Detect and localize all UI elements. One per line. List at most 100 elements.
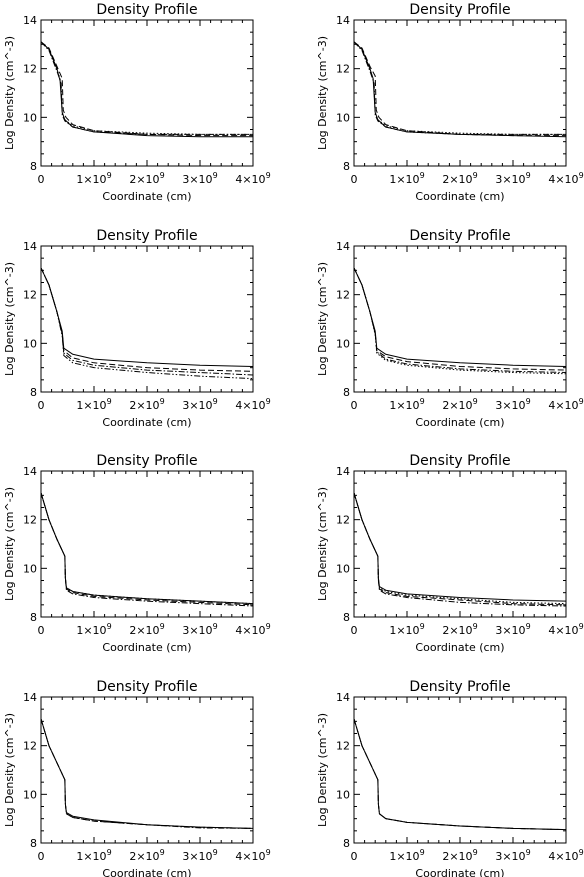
x-axis-label: Coordinate (cm) [102, 190, 191, 203]
y-tick-label: 8 [343, 386, 350, 399]
density-series-3 [40, 718, 254, 829]
x-tick-exponent: 9 [107, 171, 112, 180]
x-tick-exponent: 9 [160, 848, 165, 857]
y-tick-label: 10 [23, 562, 37, 575]
x-tick-label: 4×109 [235, 622, 270, 637]
x-tick-label: 0 [38, 624, 45, 637]
y-tick-label: 10 [336, 562, 350, 575]
chart-title: Density Profile [96, 2, 197, 18]
x-tick-label: 1×109 [76, 848, 111, 863]
density-panel-6: Density Profile Log Density (cm^-3) Coordi… [316, 453, 584, 654]
x-tick-label: 1×109 [389, 622, 424, 637]
density-series-4 [40, 267, 254, 380]
plot-frame [353, 470, 567, 618]
y-axis-label: Log Density (cm^-3) [316, 713, 329, 827]
density-series-3 [353, 718, 567, 831]
density-panel-8: Density Profile Log Density (cm^-3) Coordi… [316, 679, 584, 877]
density-series-3 [353, 41, 566, 135]
x-tick-label: 1×109 [389, 171, 424, 186]
chart-title: Density Profile [409, 228, 510, 244]
x-tick-label: 3×109 [495, 397, 530, 412]
density-series-1 [353, 718, 567, 831]
y-tick-label: 14 [23, 691, 37, 704]
x-tick-label: 2×109 [129, 397, 164, 412]
density-series-2 [40, 718, 254, 829]
x-tick-label: 1×109 [76, 171, 111, 186]
x-tick-label: 0 [38, 850, 45, 863]
density-series-4 [353, 267, 567, 375]
y-axis-label: Log Density (cm^-3) [3, 262, 16, 376]
x-tick-label: 4×109 [548, 397, 583, 412]
x-tick-label: 2×109 [442, 171, 477, 186]
y-tick-label: 8 [30, 837, 37, 850]
x-tick-exponent: 9 [526, 848, 531, 857]
x-tick-exponent: 9 [266, 397, 271, 406]
density-series-1 [353, 41, 567, 138]
y-tick-label: 8 [30, 386, 37, 399]
y-tick-label: 14 [336, 14, 350, 27]
y-tick-label: 10 [336, 788, 350, 801]
x-tick-label: 0 [351, 624, 358, 637]
plot-frame [40, 19, 254, 167]
x-tick-exponent: 9 [420, 622, 425, 631]
x-axis-label: Coordinate (cm) [415, 416, 504, 429]
x-tick-exponent: 9 [526, 397, 531, 406]
density-panel-1: Density Profile Log Density (cm^-3) Coordi… [3, 2, 271, 203]
y-tick-label: 14 [23, 240, 37, 253]
y-axis-label: Log Density (cm^-3) [316, 487, 329, 601]
x-tick-exponent: 9 [107, 622, 112, 631]
density-series-1 [353, 492, 567, 602]
x-tick-label: 4×109 [235, 397, 270, 412]
chart-title: Density Profile [96, 228, 197, 244]
x-tick-label: 3×109 [182, 397, 217, 412]
plot-frame [40, 470, 254, 618]
x-axis-label: Coordinate (cm) [415, 190, 504, 203]
x-tick-label: 3×109 [182, 622, 217, 637]
density-series-2 [40, 492, 254, 606]
plot-frame [353, 19, 567, 167]
density-series-1 [40, 267, 254, 367]
x-tick-label: 4×109 [235, 171, 270, 186]
x-tick-label: 0 [351, 399, 358, 412]
density-series-2 [40, 41, 253, 137]
x-tick-label: 0 [351, 173, 358, 186]
y-tick-label: 12 [23, 63, 37, 76]
y-axis-label: Log Density (cm^-3) [3, 487, 16, 601]
y-axis-label: Log Density (cm^-3) [3, 713, 16, 827]
y-axis-label: Log Density (cm^-3) [316, 262, 329, 376]
x-tick-label: 1×109 [389, 848, 424, 863]
y-tick-label: 10 [23, 337, 37, 350]
x-axis-label: Coordinate (cm) [415, 641, 504, 654]
x-tick-exponent: 9 [266, 848, 271, 857]
x-tick-exponent: 9 [213, 397, 218, 406]
density-series-2 [353, 492, 567, 606]
x-tick-label: 0 [38, 173, 45, 186]
x-tick-label: 3×109 [182, 171, 217, 186]
y-tick-label: 14 [336, 240, 350, 253]
x-tick-label: 3×109 [495, 171, 530, 186]
y-tick-label: 8 [30, 611, 37, 624]
density-panel-7: Density Profile Log Density (cm^-3) Coordi… [3, 679, 271, 877]
x-tick-label: 4×109 [548, 171, 583, 186]
x-tick-exponent: 9 [420, 171, 425, 180]
x-tick-label: 3×109 [495, 622, 530, 637]
x-tick-exponent: 9 [213, 848, 218, 857]
x-tick-exponent: 9 [107, 397, 112, 406]
x-tick-exponent: 9 [160, 171, 165, 180]
x-tick-exponent: 9 [213, 171, 218, 180]
density-series-4 [40, 41, 253, 135]
density-series-3 [40, 41, 253, 135]
y-tick-label: 12 [23, 740, 37, 753]
chart-title: Density Profile [409, 453, 510, 469]
y-tick-label: 14 [23, 465, 37, 478]
density-series-1 [40, 492, 254, 605]
x-tick-exponent: 9 [473, 848, 478, 857]
x-axis-label: Coordinate (cm) [102, 416, 191, 429]
density-panel-5: Density Profile Log Density (cm^-3) Coordi… [3, 453, 271, 654]
chart-title: Density Profile [409, 679, 510, 695]
y-tick-label: 12 [336, 740, 350, 753]
y-tick-label: 14 [23, 14, 37, 27]
density-series-4 [40, 492, 254, 605]
density-series-4 [353, 41, 566, 135]
x-tick-exponent: 9 [473, 622, 478, 631]
